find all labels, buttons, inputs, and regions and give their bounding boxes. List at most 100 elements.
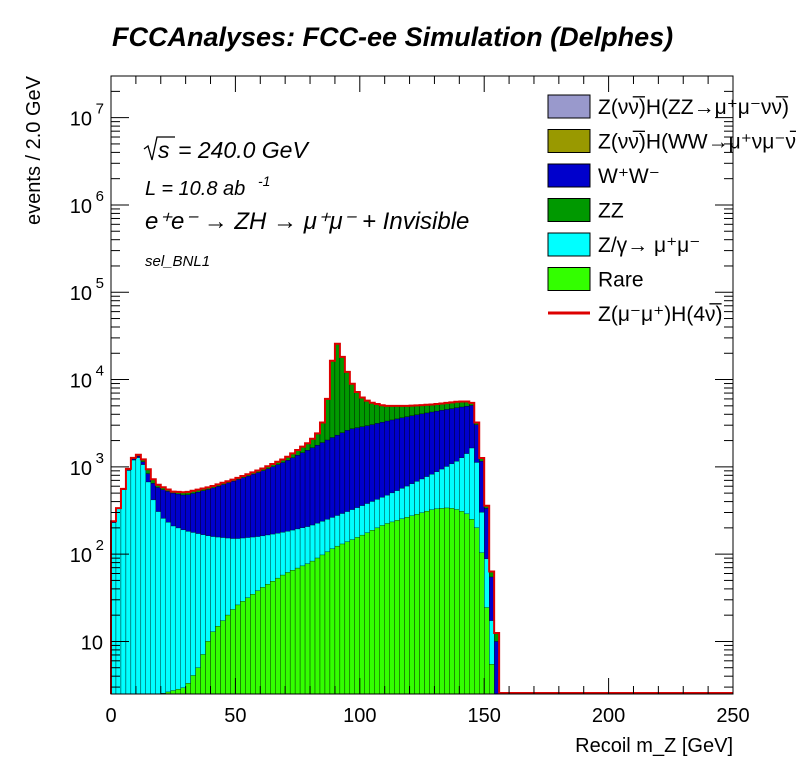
bar [240, 601, 246, 695]
legend-entry: Z(μ⁻μ⁺)H(4ν̅) [548, 303, 723, 326]
bar [384, 523, 390, 695]
bar [265, 584, 271, 695]
y-tick-label-exponent: 7 [96, 101, 104, 118]
bar [260, 587, 266, 695]
y-tick-label-exponent: 6 [96, 188, 104, 205]
bar [394, 520, 400, 695]
bar [175, 527, 181, 695]
bar [170, 525, 176, 695]
legend: Z(νν̅)H(ZZ→μ⁺μ⁻νν̅) Z(νν̅)H(WW→μ⁺νμ⁻ν̅) W⁺… [547, 94, 796, 326]
bar [245, 597, 251, 695]
bar [115, 508, 122, 695]
legend-swatch [547, 129, 591, 153]
bar [419, 512, 425, 695]
bar [339, 543, 346, 695]
bar [150, 499, 156, 695]
bar [324, 551, 331, 695]
legend-entry: ZZ [547, 198, 624, 223]
bar [190, 675, 196, 695]
legend-label: W⁺W⁻ [598, 165, 660, 188]
bar [294, 567, 301, 695]
bar [280, 574, 286, 695]
bar [155, 511, 161, 695]
bar [404, 517, 410, 695]
bar [165, 522, 171, 695]
legend-label: ZZ [598, 200, 624, 223]
bar [275, 577, 281, 695]
annotation-sqrt-s: s = 240.0 GeV [143, 136, 310, 163]
bar [429, 509, 435, 695]
y-tick-label-exponent: 3 [96, 450, 104, 467]
bar [314, 557, 321, 695]
bar [230, 609, 236, 695]
legend-entry: W⁺W⁻ [547, 163, 660, 188]
bar [369, 530, 375, 695]
x-tick-label: 100 [343, 705, 376, 727]
bar [235, 604, 241, 695]
selection-label: sel_BNL1 [145, 253, 210, 270]
signal-line-group [110, 342, 733, 694]
bar [185, 531, 191, 695]
legend-label: Rare [598, 269, 644, 292]
luminosity-exponent: -1 [258, 173, 270, 189]
bar [444, 507, 450, 695]
bar [145, 481, 151, 695]
legend-entry: Z/γ→ μ⁺μ⁻ [547, 232, 700, 257]
bar [135, 457, 142, 695]
stacked-histogram [110, 343, 500, 695]
legend-label: Z(μ⁻μ⁺)H(4ν̅) [598, 303, 723, 326]
bar [309, 560, 316, 695]
bar [180, 529, 186, 695]
y-tick-label: 10 [81, 632, 103, 654]
y-tick-label: 10 [70, 283, 92, 305]
sqrt-s-value: = 240.0 GeV [178, 137, 310, 163]
bar [469, 519, 475, 695]
bar [464, 513, 470, 695]
bar [175, 688, 181, 695]
legend-label: Z(νν̅)H(WW→μ⁺νμ⁻ν̅) [598, 131, 796, 154]
bar [120, 489, 127, 695]
bar [489, 664, 495, 695]
bar [180, 687, 186, 695]
bar [434, 508, 440, 695]
bar [409, 515, 415, 695]
bar [130, 459, 137, 695]
bar [379, 525, 385, 695]
bar [329, 548, 336, 695]
bar [479, 552, 485, 695]
bar [195, 667, 201, 695]
bar [439, 508, 445, 695]
bar [424, 510, 430, 695]
x-tick-label: 150 [468, 705, 501, 727]
bar [364, 532, 370, 695]
bar [344, 541, 351, 695]
bar [304, 563, 311, 695]
bar [319, 554, 326, 695]
x-axis-ticks: 0 50 100 150 200 250 [105, 76, 750, 727]
signal-line [110, 342, 733, 694]
bar [170, 690, 176, 695]
legend-entry: Z(νν̅)H(WW→μ⁺νμ⁻ν̅) [547, 129, 796, 154]
bar [484, 607, 490, 695]
bar [140, 464, 147, 695]
annotation-luminosity: L = 10.8 ab -1 [145, 173, 270, 200]
bar [374, 527, 380, 695]
bar [354, 537, 360, 695]
x-axis-label: Recoil m_Z [GeV] [575, 735, 733, 757]
x-tick-label: 50 [224, 705, 246, 727]
bar [225, 614, 231, 695]
sqrt-s-variable: s [158, 137, 170, 163]
bar [289, 570, 296, 695]
y-tick-label-exponent: 2 [96, 537, 104, 554]
bar [185, 683, 191, 695]
legend-swatch [547, 94, 591, 119]
bar [250, 594, 256, 695]
y-tick-label: 10 [70, 371, 92, 393]
bar [414, 514, 420, 695]
x-tick-label: 0 [105, 705, 116, 727]
legend-swatch [547, 267, 591, 291]
bar [220, 620, 226, 695]
bar [449, 508, 455, 695]
